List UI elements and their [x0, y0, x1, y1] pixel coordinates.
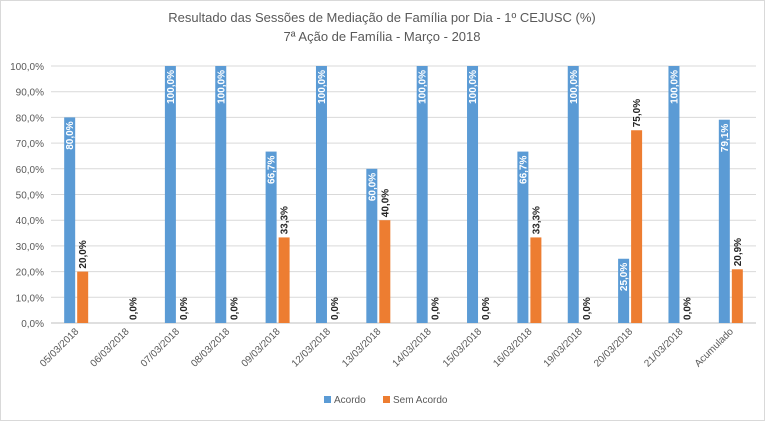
data-label: 79,1% [720, 124, 731, 152]
data-label: 100,0% [669, 70, 680, 104]
y-tick-label: 90,0% [16, 88, 44, 99]
legend-label: Acordo [334, 395, 366, 406]
x-tick-label: 20/03/2018 [592, 326, 635, 369]
data-label: 0,0% [179, 297, 190, 320]
bar-sem-acordo [77, 271, 89, 323]
bar-acordo [265, 151, 277, 323]
bars [64, 66, 743, 324]
legend-swatch [383, 396, 390, 403]
x-tick-label: 05/03/2018 [38, 326, 81, 369]
data-label: 0,0% [582, 297, 593, 320]
bar-acordo [315, 66, 327, 323]
y-axis-tick-labels: 0,0% 10,0% 20,0% 30,0% 40,0% 50,0% 60,0% 70,0% 8… [10, 62, 44, 330]
bar-acordo [618, 258, 630, 323]
data-label: 100,0% [468, 70, 479, 104]
data-label: 20,0% [78, 240, 89, 268]
data-label: 20,9% [733, 238, 744, 266]
bar-acordo [215, 66, 227, 323]
bar-acordo [467, 66, 479, 323]
x-tick-label: Acumulado [693, 326, 736, 369]
data-labels: 80,0% 20,0% 0,0% 100,0% 0,0% 100,0% 0,0% 66,7% 3… [65, 70, 744, 320]
data-label: 33,3% [280, 206, 291, 234]
bar-acordo [416, 66, 428, 323]
data-label: 33,3% [531, 206, 542, 234]
x-tick-label: 08/03/2018 [189, 326, 232, 369]
y-tick-label: 60,0% [16, 165, 44, 176]
data-label: 0,0% [330, 297, 341, 320]
data-label: 100,0% [166, 70, 177, 104]
data-label: 60,0% [367, 173, 378, 201]
legend-label: Sem Acordo [393, 395, 448, 406]
data-label: 0,0% [682, 297, 693, 320]
y-tick-label: 100,0% [10, 62, 44, 73]
bar-sem-acordo [278, 237, 290, 323]
bar-acordo [366, 168, 378, 323]
chart-title: Resultado das Sessões de Mediação de Fam… [168, 10, 595, 25]
y-tick-label: 80,0% [16, 113, 44, 124]
data-label: 40,0% [380, 189, 391, 217]
bar-acordo [164, 66, 176, 323]
y-tick-label: 30,0% [16, 242, 44, 253]
bar-sem-acordo [530, 237, 542, 323]
x-tick-label: 09/03/2018 [240, 326, 283, 369]
data-label: 100,0% [317, 70, 328, 104]
gridlines [51, 65, 756, 324]
y-tick-label: 20,0% [16, 268, 44, 279]
chart-subtitle: 7ª Ação de Família - Março - 2018 [283, 29, 480, 44]
bar-acordo [567, 66, 579, 323]
legend: Acordo Sem Acordo [324, 395, 448, 406]
data-label: 80,0% [65, 121, 76, 149]
bar-acordo [64, 117, 76, 324]
data-label: 66,7% [518, 155, 529, 183]
x-tick-label: 19/03/2018 [542, 326, 585, 369]
x-tick-label: 12/03/2018 [290, 326, 333, 369]
x-tick-label: 21/03/2018 [642, 326, 685, 369]
x-tick-label: 07/03/2018 [139, 326, 182, 369]
x-axis-tick-labels: 05/03/2018 06/03/2018 07/03/2018 08/03/2018… [38, 326, 736, 369]
x-tick-label: 06/03/2018 [88, 326, 131, 369]
data-label: 0,0% [129, 297, 140, 320]
y-tick-label: 40,0% [16, 216, 44, 227]
data-label: 75,0% [632, 99, 643, 127]
y-tick-label: 50,0% [16, 191, 44, 202]
y-tick-label: 0,0% [21, 319, 44, 330]
data-label: 100,0% [216, 70, 227, 104]
data-label: 100,0% [569, 70, 580, 104]
bar-sem-acordo [631, 130, 643, 323]
x-tick-label: 13/03/2018 [340, 326, 383, 369]
x-tick-label: 14/03/2018 [391, 326, 434, 369]
x-tick-label: 15/03/2018 [441, 326, 484, 369]
data-label: 0,0% [481, 297, 492, 320]
x-tick-label: 16/03/2018 [491, 326, 534, 369]
bar-acordo [517, 151, 529, 323]
y-tick-label: 70,0% [16, 139, 44, 150]
bar-sem-acordo [731, 269, 743, 323]
data-label: 0,0% [431, 297, 442, 320]
data-label: 25,0% [619, 263, 630, 291]
y-tick-label: 10,0% [16, 293, 44, 304]
bar-sem-acordo [379, 220, 391, 323]
data-label: 0,0% [229, 297, 240, 320]
bar-acordo [668, 66, 680, 323]
data-label: 100,0% [418, 70, 429, 104]
bar-acordo [718, 119, 730, 323]
legend-swatch [324, 396, 331, 403]
data-label: 66,7% [267, 155, 278, 183]
